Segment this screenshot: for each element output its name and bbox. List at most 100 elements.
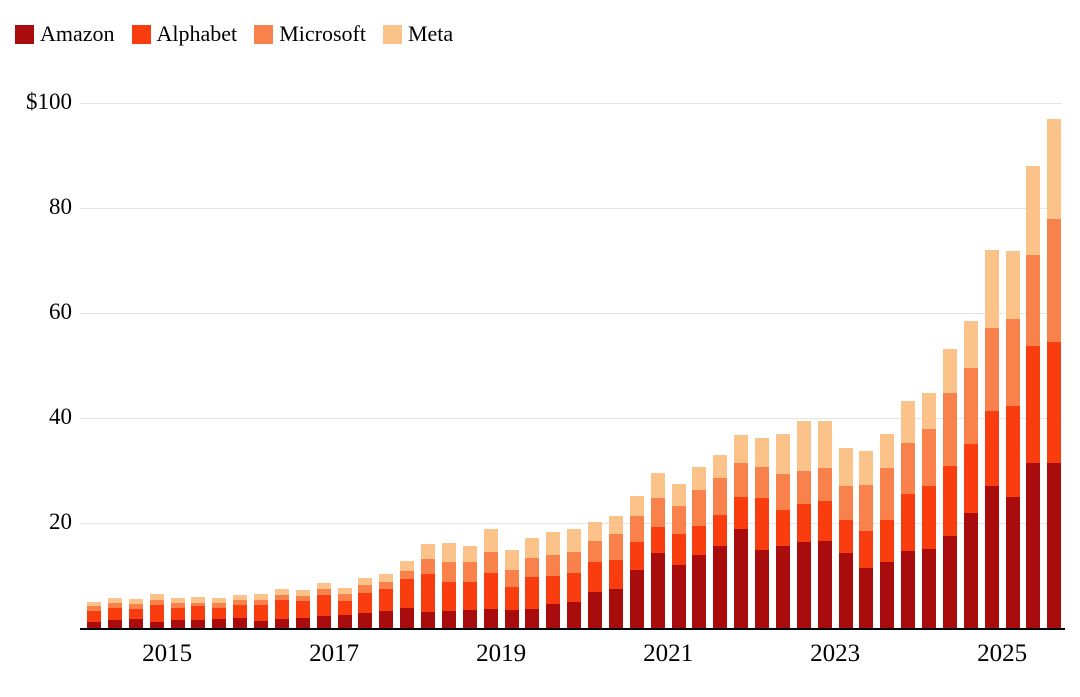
y-tick-label-20: 20 bbox=[49, 509, 72, 534]
legend-label: Alphabet bbox=[156, 21, 238, 46]
bar bbox=[713, 454, 728, 628]
bar-segment-amazon bbox=[483, 608, 498, 628]
bar-segment-amazon bbox=[713, 546, 728, 628]
bar bbox=[191, 597, 206, 628]
bar-segment-meta bbox=[170, 598, 185, 604]
bar-segment-meta bbox=[588, 522, 602, 541]
bar bbox=[880, 433, 895, 628]
bar-segment-meta bbox=[128, 599, 143, 605]
bar-segment-amazon bbox=[608, 588, 623, 628]
bar-segment-alphabet bbox=[274, 600, 289, 620]
legend-swatch-microsoft bbox=[254, 24, 274, 44]
bar-segment-microsoft bbox=[1005, 318, 1020, 407]
bar-segment-microsoft bbox=[441, 561, 456, 583]
bar-segment-alphabet bbox=[922, 486, 936, 550]
bar bbox=[734, 435, 749, 628]
x-tick-label-2017: 2017 bbox=[309, 640, 360, 667]
bar-segment-meta bbox=[692, 466, 707, 491]
bar-segment-meta bbox=[817, 420, 832, 468]
bar-segment-meta bbox=[713, 454, 728, 479]
bar-segment-meta bbox=[629, 496, 644, 516]
bar-segment-microsoft bbox=[1047, 218, 1062, 342]
bar-segment-amazon bbox=[984, 486, 999, 628]
bar-segment-amazon bbox=[525, 609, 540, 628]
bar bbox=[859, 451, 874, 628]
bar bbox=[838, 448, 853, 628]
gridline-20 bbox=[80, 523, 1062, 524]
bar-segment-alphabet bbox=[817, 500, 832, 541]
legend-swatch-meta bbox=[382, 24, 402, 44]
x-tick-label-2015: 2015 bbox=[142, 640, 193, 667]
bar-segment-microsoft bbox=[379, 581, 394, 590]
legend-label: Amazon bbox=[40, 21, 115, 46]
bar-segment-microsoft bbox=[692, 490, 707, 526]
bar-segment-amazon bbox=[191, 619, 206, 628]
bar bbox=[942, 348, 957, 628]
bar-segment-alphabet bbox=[483, 572, 498, 609]
bar-segment-meta bbox=[671, 483, 686, 507]
bar bbox=[755, 438, 769, 628]
bar-segment-amazon bbox=[567, 602, 582, 628]
bar-segment-microsoft bbox=[922, 428, 936, 487]
bar-segment-amazon bbox=[942, 535, 957, 628]
bar-segment-meta bbox=[1005, 251, 1020, 319]
bar-segment-amazon bbox=[671, 565, 686, 628]
bar-segment-microsoft bbox=[170, 603, 185, 609]
bar-segment-microsoft bbox=[755, 467, 769, 499]
x-tick-label-2025: 2025 bbox=[977, 640, 1028, 667]
bar-segment-alphabet bbox=[107, 607, 122, 621]
bar bbox=[567, 528, 582, 628]
legend-swatch-alphabet bbox=[131, 24, 151, 44]
bar-segment-alphabet bbox=[525, 577, 540, 610]
bar bbox=[901, 401, 916, 628]
legend-item-meta: Meta bbox=[382, 23, 453, 45]
bar-segment-microsoft bbox=[87, 606, 101, 612]
bar-segment-amazon bbox=[316, 616, 331, 628]
legend-label: Microsoft bbox=[279, 21, 366, 46]
bar-segment-meta bbox=[87, 601, 101, 607]
bar-segment-alphabet bbox=[796, 503, 811, 542]
y-tick-label-100: $100 bbox=[26, 89, 72, 114]
bar-segment-microsoft bbox=[274, 594, 289, 601]
bar-segment-meta bbox=[421, 544, 435, 559]
bar-segment-alphabet bbox=[358, 593, 373, 613]
bar-segment-alphabet bbox=[337, 600, 352, 615]
bar-segment-alphabet bbox=[1026, 345, 1041, 463]
bar-segment-meta bbox=[254, 593, 268, 600]
bar-segment-amazon bbox=[462, 610, 477, 628]
y-tick-label-60: 60 bbox=[49, 299, 72, 324]
bar-segment-alphabet bbox=[149, 604, 164, 622]
bar-segment-amazon bbox=[963, 512, 978, 628]
bar-segment-alphabet bbox=[462, 582, 477, 611]
bar bbox=[337, 587, 352, 628]
bar-segment-alphabet bbox=[400, 579, 415, 609]
bar-segment-meta bbox=[107, 598, 122, 603]
bar bbox=[817, 420, 832, 628]
bar-segment-alphabet bbox=[838, 520, 853, 554]
bar-segment-amazon bbox=[650, 552, 665, 628]
bar-segment-alphabet bbox=[212, 608, 227, 620]
bar-segment-amazon bbox=[295, 618, 310, 628]
bar bbox=[525, 537, 540, 628]
bar-segment-meta bbox=[295, 589, 310, 596]
bar-segment-microsoft bbox=[546, 555, 561, 577]
bar bbox=[1047, 118, 1062, 628]
x-tick-label-2023: 2023 bbox=[810, 640, 861, 667]
bar-segment-meta bbox=[233, 594, 248, 601]
bar-segment-meta bbox=[358, 578, 373, 586]
bar-segment-microsoft bbox=[963, 368, 978, 445]
bar bbox=[629, 496, 644, 628]
bar-segment-microsoft bbox=[901, 442, 916, 494]
bar bbox=[128, 599, 143, 628]
bar-segment-meta bbox=[922, 393, 936, 429]
bar-segment-meta bbox=[212, 598, 227, 604]
bar-segment-microsoft bbox=[525, 557, 540, 578]
bar-segment-microsoft bbox=[1026, 255, 1041, 346]
bar-segment-microsoft bbox=[880, 467, 895, 520]
bar-segment-meta bbox=[191, 597, 206, 603]
gridline-80 bbox=[80, 208, 1062, 209]
bar-segment-alphabet bbox=[254, 604, 268, 621]
bar-segment-meta bbox=[462, 545, 477, 563]
bar-segment-microsoft bbox=[483, 552, 498, 573]
